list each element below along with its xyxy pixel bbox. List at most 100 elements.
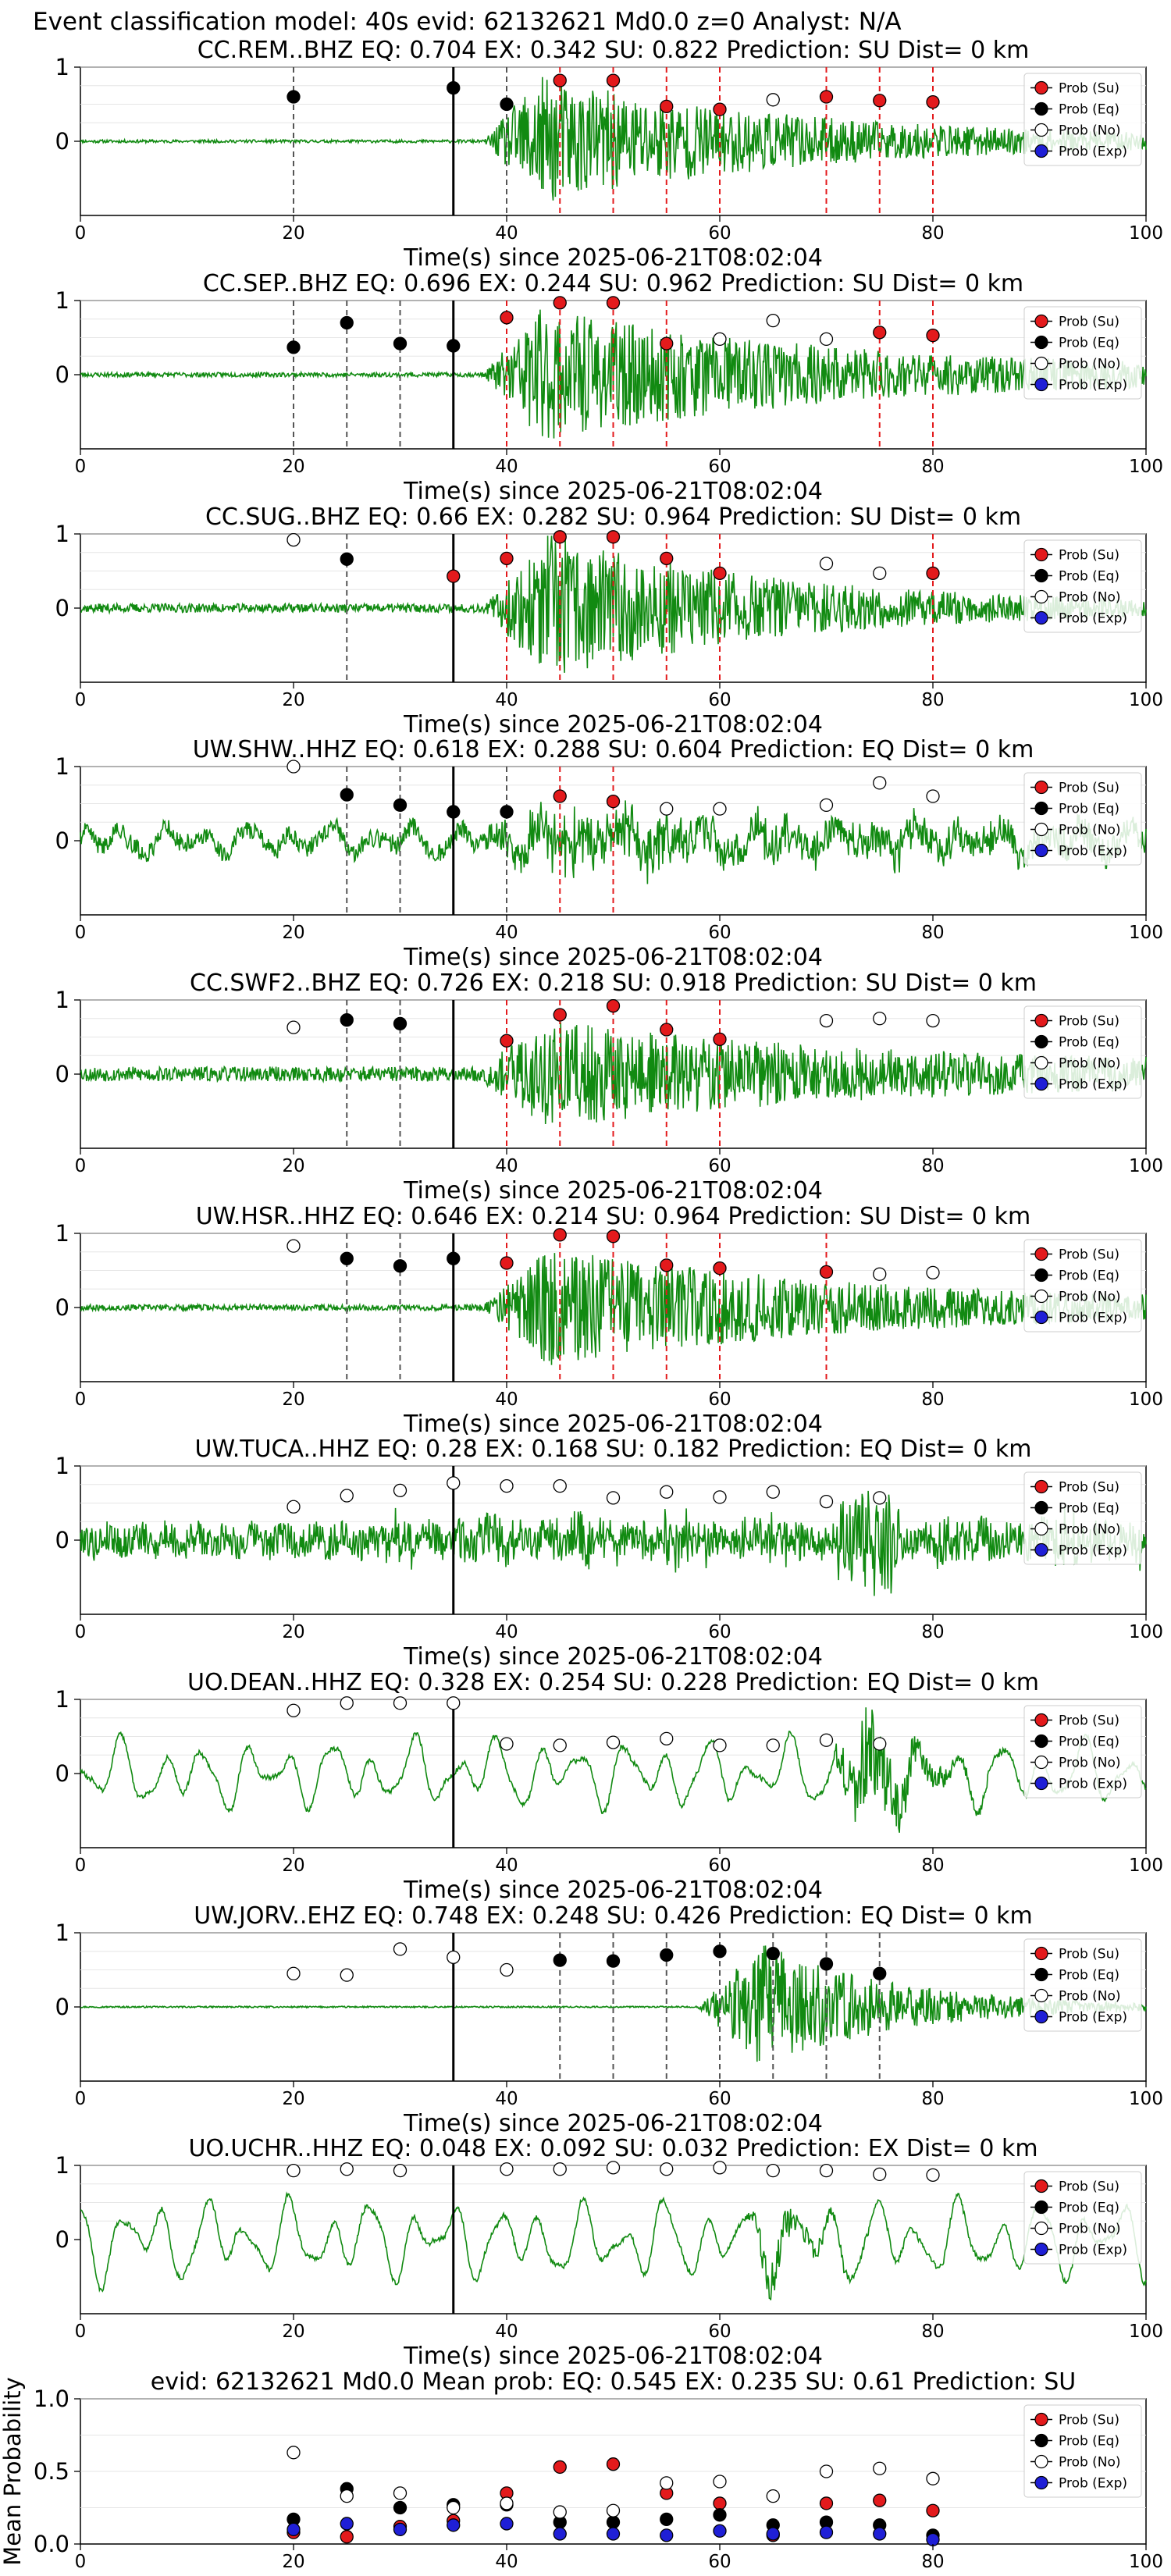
prob-point-su xyxy=(553,2460,567,2475)
panel-uw-shw--hhz: UW.SHW..HHZ EQ: 0.618 EX: 0.288 SU: 0.60… xyxy=(55,736,1163,971)
prob-point-exp xyxy=(713,2524,727,2538)
x-tick-label: 20 xyxy=(282,2552,304,2572)
x-tick-label: 80 xyxy=(921,690,944,710)
legend-marker-no xyxy=(1034,1521,1048,1536)
prob-point-no xyxy=(766,313,780,328)
x-axis-label: Time(s) since 2025-06-21T08:02:04 xyxy=(403,1177,823,1204)
prob-point-su xyxy=(926,328,940,343)
prob-point-no xyxy=(926,1265,940,1279)
legend-marker-no xyxy=(1034,589,1048,604)
legend-label-su: Prob (Su) xyxy=(1059,2179,1119,2195)
panel-title: UW.SHW..HHZ EQ: 0.618 EX: 0.288 SU: 0.60… xyxy=(193,736,1034,763)
x-tick-label: 40 xyxy=(495,690,518,710)
prob-point-su xyxy=(553,1228,567,1242)
prob-point-no xyxy=(660,2476,674,2490)
prob-point-no xyxy=(926,1013,940,1028)
prob-point-no xyxy=(393,1942,408,1956)
prob-point-su xyxy=(553,789,567,803)
prob-point-no xyxy=(553,2505,567,2519)
prob-point-no xyxy=(926,2168,940,2183)
legend-label-exp: Prob (Exp) xyxy=(1059,2476,1127,2492)
x-tick-label: 60 xyxy=(708,690,731,710)
plot-area xyxy=(80,2165,1147,2314)
y-tick-label: 0 xyxy=(55,595,69,621)
y-tick-label: 0 xyxy=(55,1994,69,2020)
x-tick-label: 40 xyxy=(495,457,518,477)
panel-title: CC.SEP..BHZ EQ: 0.696 EX: 0.244 SU: 0.96… xyxy=(203,270,1023,297)
prob-point-no xyxy=(287,1966,301,1980)
x-tick-label: 20 xyxy=(282,457,304,477)
x-axis-label: Time(s) since 2025-06-21T08:02:04 xyxy=(403,478,823,505)
prob-point-no xyxy=(766,2163,780,2178)
prob-point-no xyxy=(447,1950,461,1965)
prob-point-no xyxy=(606,2161,621,2175)
prob-point-exp xyxy=(340,2517,354,2531)
legend-marker-su xyxy=(1034,80,1048,95)
prob-point-su xyxy=(606,2457,621,2471)
legend-marker-su xyxy=(1034,1946,1048,1961)
prob-point-su xyxy=(606,795,621,809)
legend-label-exp: Prob (Exp) xyxy=(1059,1543,1127,1559)
y-tick-label: 1 xyxy=(55,1686,69,1713)
legend-label-su: Prob (Su) xyxy=(1059,548,1119,564)
x-tick-label: 0 xyxy=(75,1389,87,1410)
prob-point-no xyxy=(873,566,887,580)
legend-marker-exp xyxy=(1034,1542,1048,1557)
x-tick-label: 0 xyxy=(75,2089,87,2109)
prob-point-no xyxy=(766,1738,780,1752)
prob-point-su xyxy=(606,530,621,544)
prob-point-su xyxy=(606,296,621,310)
x-axis-label: Time(s) since 2025-06-21T08:02:04 xyxy=(403,711,823,738)
waveform-trace xyxy=(80,1707,1147,1833)
prob-point-no xyxy=(819,1733,834,1747)
prob-point-eq xyxy=(447,339,461,353)
prob-point-no xyxy=(287,1703,301,1717)
legend-label-eq: Prob (Eq) xyxy=(1059,1268,1119,1284)
legend-marker-su xyxy=(1034,2412,1048,2427)
y-tick-label: 1 xyxy=(55,1920,69,1946)
y-tick-label: 0 xyxy=(55,1294,69,1321)
prob-point-no xyxy=(287,1239,301,1253)
panel-uw-jorv--ehz: UW.JORV..EHZ EQ: 0.748 EX: 0.248 SU: 0.4… xyxy=(55,1902,1163,2137)
y-tick-label: 0 xyxy=(55,2226,69,2253)
prob-point-no xyxy=(873,1737,887,1751)
x-axis-label: Time(s) since 2025-06-21T08:02:04 xyxy=(403,1643,823,1670)
prob-point-su xyxy=(500,311,514,325)
legend-label-no: Prob (No) xyxy=(1059,357,1121,372)
x-tick-label: 60 xyxy=(708,2089,731,2109)
legend-marker-exp xyxy=(1034,377,1048,392)
legend-marker-eq xyxy=(1034,1500,1048,1515)
prob-point-eq xyxy=(713,1944,727,1959)
prob-point-no xyxy=(287,1500,301,1514)
panel-title: evid: 62132621 Md0.0 Mean prob: EQ: 0.54… xyxy=(151,2368,1077,2396)
legend-marker-no xyxy=(1034,1755,1048,1770)
legend-marker-no xyxy=(1034,2454,1048,2469)
prob-point-no xyxy=(713,2475,727,2489)
prob-point-su xyxy=(926,2503,940,2517)
prob-point-eq xyxy=(553,1953,567,1967)
x-tick-label: 0 xyxy=(75,223,87,244)
x-tick-label: 0 xyxy=(75,2322,87,2342)
prob-point-no xyxy=(553,1738,567,1752)
x-tick-label: 60 xyxy=(708,223,731,244)
legend-marker-exp xyxy=(1034,2475,1048,2490)
prob-point-no xyxy=(926,2471,940,2485)
x-tick-label: 80 xyxy=(921,2322,944,2342)
prob-point-no xyxy=(660,2162,674,2176)
x-tick-label: 40 xyxy=(495,2089,518,2109)
legend-marker-exp xyxy=(1034,1310,1048,1325)
prob-point-su xyxy=(660,551,674,565)
panel-cc-rem--bhz: CC.REM..BHZ EQ: 0.704 EX: 0.342 SU: 0.82… xyxy=(55,37,1163,272)
legend-marker-eq xyxy=(1034,335,1048,350)
prob-point-no xyxy=(340,2489,354,2503)
legend-marker-exp xyxy=(1034,144,1048,158)
prob-point-eq xyxy=(393,798,408,813)
prob-point-no xyxy=(340,1489,354,1503)
legend-marker-exp xyxy=(1034,2242,1048,2257)
legend-label-su: Prob (Su) xyxy=(1059,781,1119,796)
prob-point-su xyxy=(553,530,567,544)
prob-point-no xyxy=(340,1696,354,1710)
x-tick-label: 80 xyxy=(921,2089,944,2109)
prob-point-no xyxy=(606,1735,621,1749)
x-tick-label: 60 xyxy=(708,2322,731,2342)
